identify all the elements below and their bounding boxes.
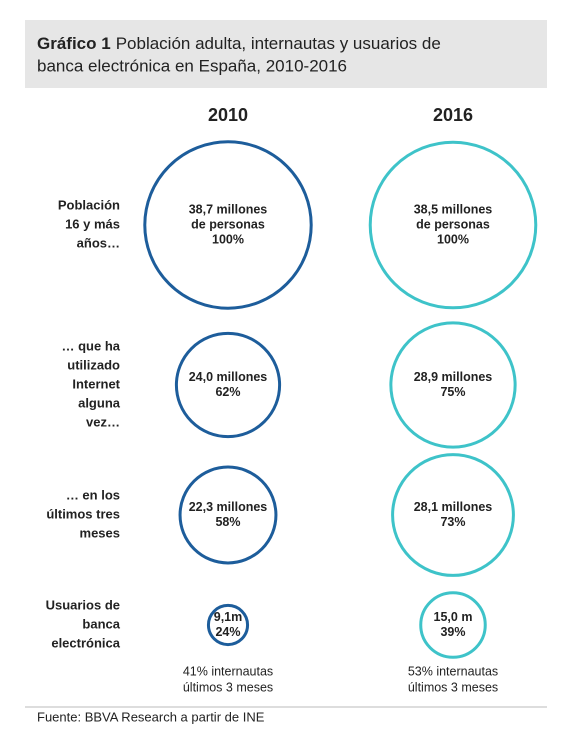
- column-note: 53% internautas: [408, 664, 498, 678]
- row-label: … en los: [66, 487, 120, 502]
- bubble-label: 39%: [440, 625, 465, 639]
- bubble-label: 28,9 millones: [414, 370, 493, 384]
- row-label: Población: [58, 197, 120, 212]
- row-label: banca: [82, 616, 120, 631]
- source: Fuente: BBVA Research a partir de INE: [37, 709, 265, 724]
- bubble: [174, 331, 282, 439]
- bubble-label: de personas: [416, 217, 490, 231]
- bubble-label: 62%: [215, 385, 240, 399]
- bubble-label: 24,0 millones: [189, 370, 268, 384]
- column-note: últimos 3 meses: [183, 680, 273, 694]
- bubble-label: de personas: [191, 217, 265, 231]
- column-note: últimos 3 meses: [408, 680, 498, 694]
- bubble: [419, 591, 487, 659]
- title-text: Población adulta, internautas y usuarios…: [116, 34, 441, 53]
- bubble: [368, 140, 538, 310]
- title-prefix: Gráfico 1: [37, 34, 111, 53]
- chart-title: Gráfico 1 Población adulta, internautas y…: [37, 34, 441, 53]
- row-label: utilizado: [67, 357, 120, 372]
- bubble-label: 58%: [215, 515, 240, 529]
- column-year: 2016: [433, 105, 473, 125]
- row-label: Internet: [72, 376, 120, 391]
- bubble-label: 24%: [215, 625, 240, 639]
- bubble-label: 100%: [437, 232, 469, 246]
- row-label: vez…: [86, 414, 120, 429]
- bubble-label: 15,0 m: [434, 610, 473, 624]
- row-label: años…: [77, 235, 120, 250]
- bubble: [178, 465, 278, 565]
- bubble: [391, 453, 515, 577]
- bubble-label: 9,1m: [214, 610, 243, 624]
- row-label: meses: [80, 525, 120, 540]
- bubble-label: 75%: [440, 385, 465, 399]
- column-note: 41% internautas: [183, 664, 273, 678]
- row-label: 16 y más: [65, 216, 120, 231]
- bubble: [389, 321, 517, 449]
- title-text: banca electrónica en España, 2010-2016: [37, 56, 347, 75]
- row-label: … que ha: [61, 338, 120, 353]
- bubble-label: 28,1 millones: [414, 500, 493, 514]
- row-label: alguna: [78, 395, 121, 410]
- bubble-label: 22,3 millones: [189, 500, 268, 514]
- bubble: [143, 140, 313, 310]
- bubble: [206, 603, 250, 647]
- bubble-label: 38,7 millones: [189, 202, 268, 216]
- row-label: Usuarios de: [46, 597, 120, 612]
- bubble-label: 100%: [212, 232, 244, 246]
- row-label: electrónica: [51, 635, 120, 650]
- title-box: [25, 20, 547, 88]
- row-label: últimos tres: [46, 506, 120, 521]
- bubble-label: 38,5 millones: [414, 202, 493, 216]
- column-year: 2010: [208, 105, 248, 125]
- bubble-label: 73%: [440, 515, 465, 529]
